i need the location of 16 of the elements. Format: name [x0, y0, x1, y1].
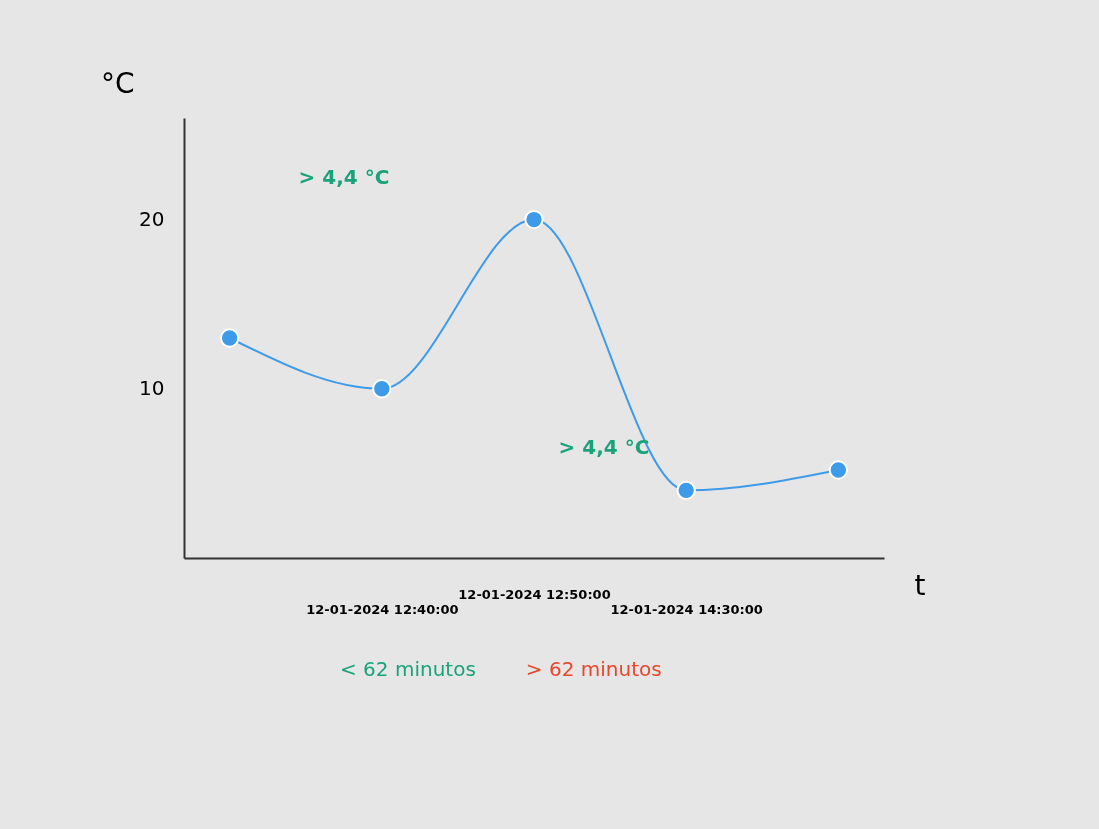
text: < 62 minutos	[340, 657, 476, 681]
y-tick-label: 10	[139, 376, 165, 401]
point	[828, 460, 849, 480]
x-tick-label: 12-01-2024 12:50:00	[458, 586, 611, 602]
x-tick-label: 12-01-2024 14:30:00	[610, 601, 763, 617]
y-axis-title: °C	[100, 66, 135, 100]
text: > 62 minutos	[525, 657, 662, 681]
point	[219, 328, 240, 348]
annotation: > 4,4 °C	[558, 435, 650, 459]
annotation: > 4,4 °C	[298, 165, 390, 189]
x-tick-label: 12-01-2024 12:40:00	[306, 601, 459, 617]
point	[372, 379, 392, 399]
x-axis-title: t	[914, 568, 926, 602]
point	[524, 209, 544, 230]
y-tick-label: 20	[139, 207, 165, 232]
point	[676, 480, 696, 500]
